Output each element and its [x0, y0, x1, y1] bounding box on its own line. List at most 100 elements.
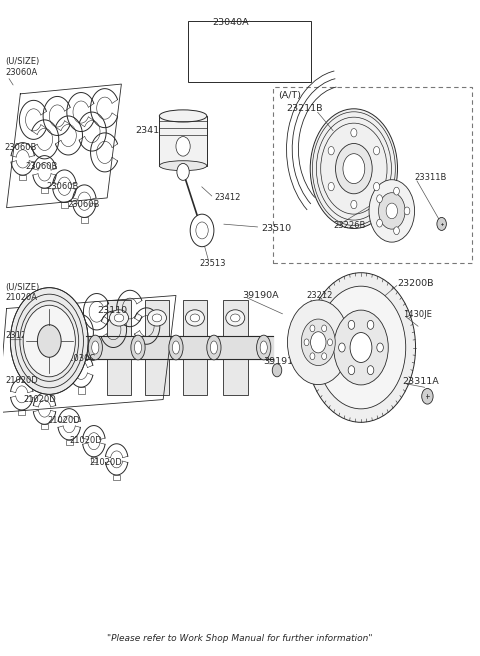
Text: 21020D: 21020D [90, 458, 122, 467]
Circle shape [316, 286, 406, 409]
Text: 23513: 23513 [200, 259, 226, 268]
Circle shape [306, 273, 416, 422]
Text: "Please refer to Work Shop Manual for further information": "Please refer to Work Shop Manual for fu… [107, 634, 373, 644]
Bar [144, 300, 169, 336]
Text: (A/T): (A/T) [278, 91, 301, 100]
Text: 21020D: 21020D [5, 375, 38, 384]
Ellipse shape [131, 335, 145, 360]
Circle shape [301, 319, 335, 365]
Circle shape [322, 325, 326, 332]
Circle shape [373, 146, 380, 155]
Text: 23040A: 23040A [212, 18, 249, 27]
Bar [273, 87, 472, 263]
Circle shape [369, 180, 415, 242]
Bar [61, 203, 68, 208]
Circle shape [377, 219, 383, 227]
Bar [18, 410, 25, 415]
Bar [223, 300, 248, 336]
Text: 21020D: 21020D [47, 416, 80, 425]
Bar [77, 387, 84, 394]
Circle shape [350, 333, 372, 363]
Circle shape [37, 325, 61, 358]
Bar [182, 300, 207, 336]
Text: 23060B: 23060B [68, 200, 100, 209]
Circle shape [310, 109, 397, 228]
Circle shape [23, 305, 75, 377]
Circle shape [327, 339, 333, 346]
Bar [107, 359, 132, 395]
Circle shape [404, 207, 410, 215]
Ellipse shape [92, 341, 99, 354]
Bar [113, 475, 120, 480]
Circle shape [348, 320, 355, 329]
Circle shape [348, 365, 355, 375]
Text: 23410A: 23410A [136, 127, 172, 135]
Circle shape [328, 146, 334, 155]
Text: 23510: 23510 [261, 224, 291, 233]
Circle shape [394, 227, 399, 235]
Text: 23060B: 23060B [47, 182, 79, 191]
Circle shape [311, 332, 326, 353]
Circle shape [336, 144, 372, 194]
Circle shape [190, 214, 214, 247]
Text: 23124B: 23124B [33, 331, 65, 340]
Circle shape [437, 217, 446, 230]
Circle shape [288, 300, 349, 384]
Ellipse shape [172, 341, 180, 354]
Text: 23060A: 23060A [5, 68, 37, 77]
Ellipse shape [260, 341, 267, 354]
Ellipse shape [226, 310, 245, 326]
Text: 23212: 23212 [306, 291, 333, 300]
Circle shape [304, 339, 309, 346]
Text: 23311B: 23311B [415, 173, 447, 182]
Text: 23110: 23110 [97, 306, 128, 315]
Circle shape [377, 343, 384, 352]
Bar [159, 116, 207, 166]
Circle shape [367, 365, 374, 375]
Text: 39190A: 39190A [242, 291, 279, 300]
Ellipse shape [190, 314, 200, 322]
Ellipse shape [230, 314, 240, 322]
Text: 23060B: 23060B [25, 162, 58, 171]
Ellipse shape [88, 335, 102, 360]
Circle shape [379, 193, 405, 229]
Circle shape [377, 195, 383, 203]
Ellipse shape [169, 335, 183, 360]
Circle shape [367, 320, 374, 329]
Ellipse shape [159, 161, 207, 171]
Bar [91, 457, 97, 462]
Text: 23226B: 23226B [334, 220, 366, 230]
Ellipse shape [185, 310, 204, 326]
Ellipse shape [159, 110, 207, 122]
Circle shape [338, 343, 345, 352]
Ellipse shape [257, 335, 271, 360]
Bar [223, 359, 248, 395]
Circle shape [310, 325, 315, 332]
Ellipse shape [134, 341, 142, 354]
Text: 23211B: 23211B [287, 104, 323, 113]
Bar [188, 21, 311, 83]
Ellipse shape [207, 335, 221, 360]
Text: 21020D: 21020D [69, 436, 102, 445]
Circle shape [310, 353, 315, 359]
Circle shape [272, 364, 282, 377]
Circle shape [394, 187, 399, 195]
Circle shape [176, 136, 190, 156]
Text: 23412: 23412 [214, 194, 240, 203]
Ellipse shape [109, 310, 129, 326]
Circle shape [322, 353, 326, 359]
Text: 39191: 39191 [263, 358, 293, 366]
Text: 1430JE: 1430JE [403, 310, 432, 319]
Text: (U/SIZE): (U/SIZE) [5, 283, 39, 291]
Text: 21020D: 21020D [23, 395, 56, 404]
Ellipse shape [210, 341, 217, 354]
Bar [19, 175, 26, 180]
Text: 23060B: 23060B [4, 142, 36, 152]
Text: 23311A: 23311A [403, 377, 440, 386]
Text: 21020A: 21020A [5, 293, 37, 302]
Circle shape [177, 163, 189, 180]
Circle shape [386, 203, 397, 218]
Text: 23127B: 23127B [5, 331, 37, 340]
Circle shape [373, 182, 380, 191]
Bar [41, 188, 48, 194]
